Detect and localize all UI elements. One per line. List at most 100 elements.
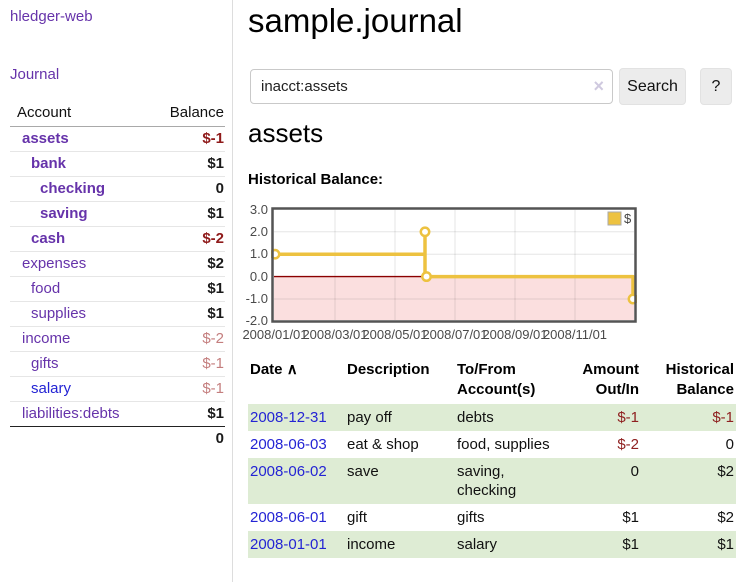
transaction-balance: $1 [641,531,736,558]
accounts-header-account: Account [10,100,148,127]
register-table: Date ∧ Description To/From Account(s) Am… [248,358,736,558]
clear-search-icon[interactable]: × [593,76,604,96]
transaction-amount: $-1 [560,404,641,431]
transaction-balance: 0 [725,436,734,453]
transaction-date-link[interactable]: 2008-01-01 [250,536,327,553]
account-balance: $-2 [147,326,225,352]
header-description: Description [347,361,430,378]
account-balance: $-1 [147,351,225,377]
account-row-expenses: expenses $2 [10,251,225,277]
accounts-table: Account Balance assets $-1 bank $1 check… [10,100,225,451]
negative-region [274,276,634,320]
header-amount: Amount Out/In [582,361,639,398]
register-row: 2008-12-31 pay off debts $-1 $-1 [248,404,736,431]
account-balance: $1 [147,201,225,227]
account-row-food: food $1 [10,276,225,302]
account-row-salary: salary $-1 [10,376,225,402]
accounts-total-row: 0 [10,426,225,451]
account-link-checking[interactable]: checking [40,180,106,197]
account-link-gifts[interactable]: gifts [31,355,59,372]
y-tick-label: 1.0 [249,246,268,261]
sort-ascending-icon: ∧ [286,361,298,378]
transaction-accounts: debts [455,404,560,431]
account-link-supplies[interactable]: supplies [31,305,87,322]
account-link-bank[interactable]: bank [31,155,67,172]
transaction-description: income [345,531,455,558]
y-tick-label: -2.0 [245,313,268,328]
x-tick-label: 2008/11/01 [542,327,608,342]
account-row-liabilities-debts: liabilities:debts $1 [10,401,225,427]
header-balance: Historical Balance [665,361,734,398]
x-tick-label: 2008/09/01 [482,327,548,342]
transaction-date-link[interactable]: 2008-12-31 [250,409,327,426]
account-link-assets[interactable]: assets [22,130,69,147]
account-balance: $-1 [147,376,225,402]
transaction-amount: $1 [560,531,641,558]
search-input[interactable] [250,69,613,104]
help-button[interactable]: ? [700,68,732,105]
account-link-income[interactable]: income [22,330,71,347]
transaction-description: save [345,458,455,504]
account-link-saving[interactable]: saving [40,205,88,222]
chart-plot-area[interactable]: $ [271,207,637,323]
transaction-date-link[interactable]: 2008-06-03 [250,436,327,453]
account-balance: $1 [147,151,225,177]
transaction-description: gift [347,509,368,526]
account-balance: $-2 [147,226,225,252]
transaction-date-link[interactable]: 2008-06-02 [250,463,327,480]
account-balance: $-1 [202,130,224,147]
search-button[interactable]: Search [619,68,686,105]
plot-border [271,207,637,323]
account-row-saving: saving $1 [10,201,225,227]
account-row-assets: assets $-1 [10,127,225,152]
account-row-gifts: gifts $-1 [10,351,225,377]
transaction-description: pay off [345,404,455,431]
account-row-checking: checking 0 [10,176,225,202]
header-date[interactable]: Date ∧ [248,358,345,404]
x-tick-label: 2008/01/01 [242,327,308,342]
x-tick-label: 2008/07/01 [422,327,488,342]
register-row: 2008-06-03 eat & shop food, supplies $-2… [248,431,736,458]
account-heading: assets [248,118,324,148]
y-tick-label: 0.0 [249,269,268,284]
transaction-balance: $-1 [641,404,736,431]
chart-title: Historical Balance: [248,171,384,188]
transaction-balance: $2 [717,509,734,526]
accounts-total-value: 0 [147,426,225,451]
account-link-salary[interactable]: salary [31,380,72,397]
account-link-cash[interactable]: cash [31,230,66,247]
register-header-row: Date ∧ Description To/From Account(s) Am… [248,358,736,404]
account-row-income: income $-2 [10,326,225,352]
account-row-bank: bank $1 [10,151,225,177]
account-balance: $1 [147,401,225,427]
transaction-amount: 0 [560,458,641,504]
y-tick-label: -1.0 [245,291,268,306]
transaction-description: eat & shop [347,436,419,453]
brand-link[interactable]: hledger-web [10,8,93,25]
search-form: × [250,69,613,104]
gridlines [274,210,634,320]
page-title: sample.journal [248,2,463,39]
transaction-accounts: gifts [457,509,485,526]
account-link-liabilities-debts[interactable]: liabilities:debts [22,405,120,422]
account-link-food[interactable]: food [31,280,61,297]
x-tick-label: 2008/05/01 [362,327,428,342]
account-balance: $1 [147,301,225,327]
transaction-balance: $2 [641,458,736,504]
account-balance: $2 [147,251,225,277]
register-row: 2008-01-01 income salary $1 $1 [248,531,736,558]
transaction-amount: $1 [622,509,639,526]
legend-swatch [607,211,622,226]
account-balance: $1 [147,276,225,302]
accounts-header-balance: Balance [147,100,225,127]
transaction-date-link[interactable]: 2008-06-01 [250,509,327,526]
header-date-label: Date [250,361,283,378]
y-tick-label: 2.0 [249,224,268,239]
account-row-cash: cash $-2 [10,226,225,252]
transaction-accounts: salary [455,531,560,558]
nav-journal-link[interactable]: Journal [10,66,60,83]
transaction-amount: $-2 [617,436,639,453]
register-row: 2008-06-01 gift gifts $1 $2 [248,504,736,531]
account-link-expenses[interactable]: expenses [22,255,87,272]
